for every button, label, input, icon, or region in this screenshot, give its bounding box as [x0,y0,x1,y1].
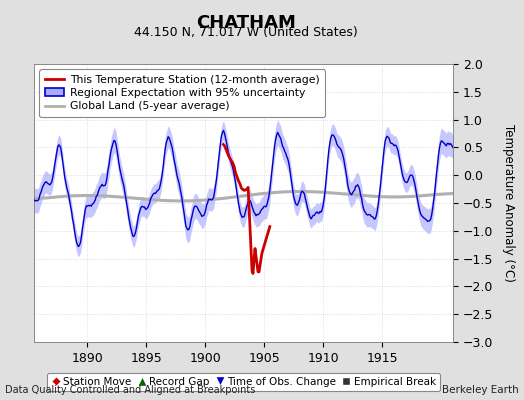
Text: CHATHAM: CHATHAM [196,14,296,32]
Text: 44.150 N, 71.017 W (United States): 44.150 N, 71.017 W (United States) [134,26,358,39]
Text: Data Quality Controlled and Aligned at Breakpoints: Data Quality Controlled and Aligned at B… [5,385,256,395]
Text: Berkeley Earth: Berkeley Earth [442,385,519,395]
Legend: Station Move, Record Gap, Time of Obs. Change, Empirical Break: Station Move, Record Gap, Time of Obs. C… [47,373,440,391]
Y-axis label: Temperature Anomaly (°C): Temperature Anomaly (°C) [502,124,515,282]
